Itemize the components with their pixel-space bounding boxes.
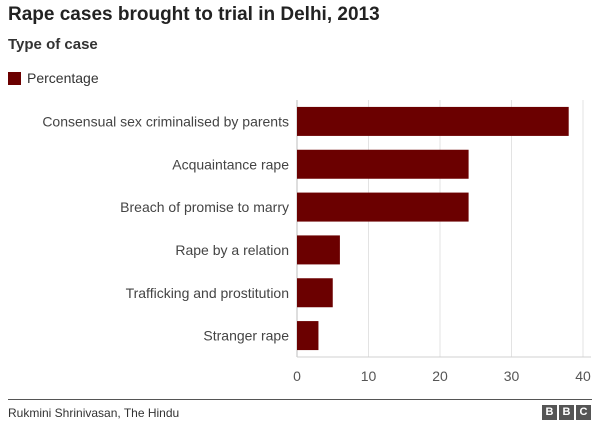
source-credit: Rukmini Shrinivasan, The Hindu [8, 406, 180, 420]
bar-layer [297, 106, 569, 351]
bbc-logo: B B C [542, 405, 591, 420]
x-tick-label: 40 [575, 368, 591, 384]
bar [297, 235, 340, 265]
legend-swatch [8, 71, 21, 85]
chart-subtitle: Type of case [8, 36, 98, 53]
tick-label-layer: 0 10 20 30 40 [293, 368, 591, 384]
grid-layer [296, 100, 591, 358]
x-tick-label: 10 [361, 368, 377, 384]
category-label: Breach of promise to marry [120, 199, 289, 215]
bar [297, 321, 319, 351]
bbc-logo-letter: B [559, 405, 574, 420]
bar [297, 278, 333, 308]
category-label: Trafficking and prostitution [126, 285, 289, 301]
x-tick-label: 20 [432, 368, 448, 384]
legend-label: Percentage [27, 70, 99, 86]
category-label: Acquaintance rape [172, 156, 289, 172]
bar [297, 106, 569, 136]
category-label: Consensual sex criminalised by parents [42, 113, 289, 129]
bar-chart: Consensual sex criminalised by parents Ac… [42, 100, 591, 384]
footer-divider [8, 399, 592, 400]
bar [297, 149, 469, 179]
legend: Percentage [8, 70, 99, 86]
bbc-logo-letter: B [542, 405, 557, 420]
category-label: Rape by a relation [175, 242, 289, 258]
bar [297, 192, 469, 222]
x-tick-label: 0 [293, 368, 301, 384]
x-tick-label: 30 [504, 368, 520, 384]
bbc-logo-letter: C [576, 405, 591, 420]
chart-title: Rape cases brought to trial in Delhi, 20… [8, 4, 380, 25]
category-label: Stranger rape [203, 328, 289, 344]
category-label-layer: Consensual sex criminalised by parents Ac… [42, 113, 289, 343]
